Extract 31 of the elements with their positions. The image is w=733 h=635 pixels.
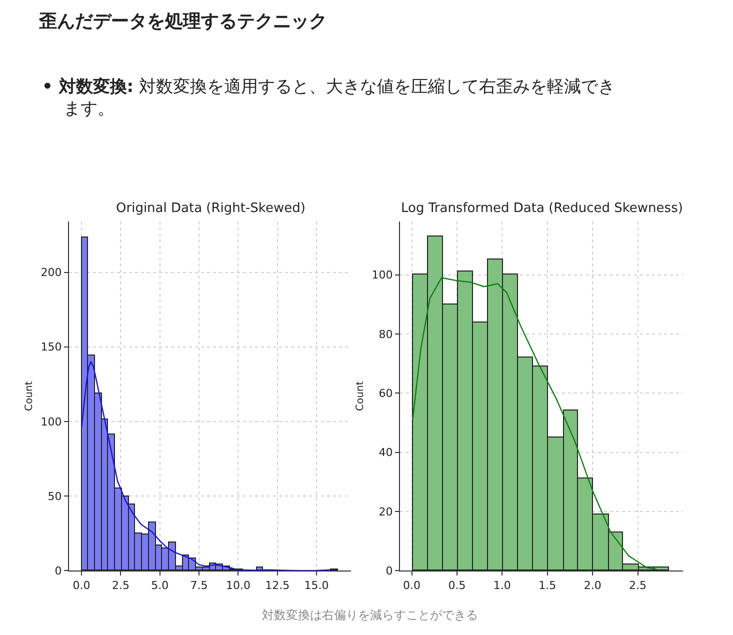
x-tick-label: 7.5 [190,578,208,592]
y-tick-label: 100 [372,268,393,282]
y-tick-label: 20 [378,505,393,518]
x-tick-label: 1.5 [538,578,556,592]
y-tick-label: 200 [40,266,62,280]
x-tick-label: 0.5 [448,578,466,592]
x-tick-label: 5.0 [151,578,169,592]
x-tick-label: 12.5 [265,578,290,592]
y-tick-label: 150 [40,340,62,354]
text: • 対数変換: 対数変換を適用すると、大きな値を圧縮して右歪みを軽減できます。 [42,77,615,120]
y-axis-title: Count [354,381,366,411]
x-tick-label: 0.0 [403,578,420,592]
chart-title: Original Data (Right-Skewed) [116,201,306,216]
x-tick-label: 10.0 [226,578,250,592]
chart-title: Log Transformed Data (Reduced Skewness) [401,201,683,216]
y-tick-label: 50 [48,490,62,503]
x-tick-label: 2.5 [629,578,647,592]
y-tick-label: 60 [378,386,393,400]
y-tick-label: 80 [378,328,393,341]
y-tick-label: 0 [54,564,62,578]
x-tick-label: 2.5 [112,578,130,592]
x-tick-label: 15.0 [304,578,329,592]
text: 対数変換は右偏りを減らすことができる [262,608,478,622]
y-tick-label: 40 [378,446,393,460]
x-tick-label: 2.0 [584,578,602,592]
y-tick-label: 100 [40,415,62,428]
x-tick-label: 0.0 [72,578,90,592]
y-tick-label: 0 [386,564,393,578]
text: 歪んだデータを処理するテクニック [38,11,327,32]
x-tick-label: 1.0 [493,578,511,592]
y-axis-title: Count [24,381,35,411]
